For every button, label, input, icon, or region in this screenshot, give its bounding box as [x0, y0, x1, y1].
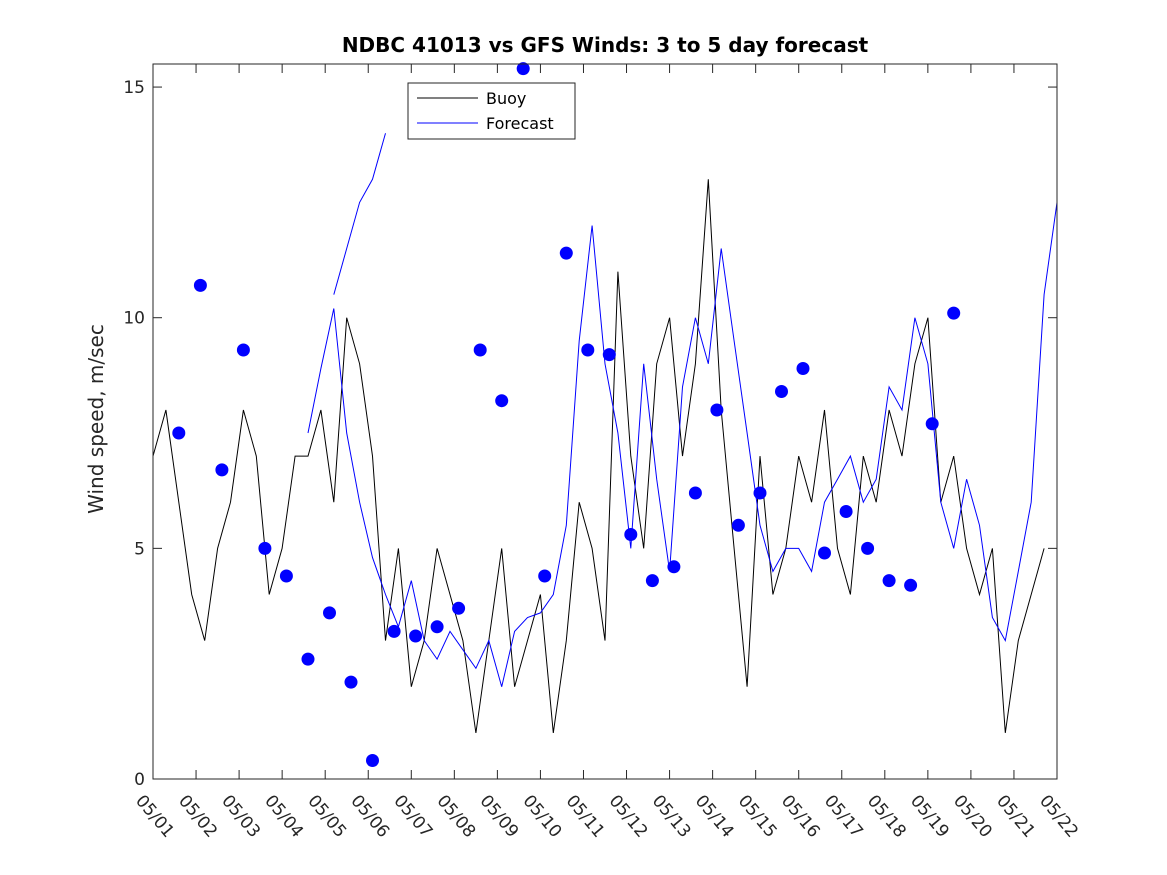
forecast-marker — [301, 652, 315, 666]
forecast-marker — [624, 528, 638, 541]
forecast-marker — [538, 569, 552, 583]
forecast-marker — [731, 518, 745, 532]
forecast-marker — [516, 62, 530, 76]
y-axis: 0 5 10 15 — [123, 78, 1057, 790]
forecast-marker — [796, 362, 810, 375]
forecast-marker — [236, 343, 250, 357]
forecast-marker — [430, 620, 444, 634]
forecast-marker — [861, 541, 875, 555]
forecast-marker — [409, 629, 423, 643]
y-tick-label: 10 — [123, 309, 145, 329]
forecast-marker — [688, 486, 702, 500]
plot-area — [152, 62, 1058, 780]
forecast-marker — [323, 606, 336, 620]
forecast-marker — [495, 394, 509, 408]
forecast-marker — [602, 348, 616, 362]
series-line-forecast-2 — [333, 133, 386, 295]
forecast-marker — [581, 343, 595, 357]
legend-box — [407, 82, 576, 140]
legend: Buoy Forecast — [407, 82, 576, 140]
forecast-marker — [258, 541, 272, 555]
series-line-buoy — [152, 179, 1045, 733]
forecast-marker — [193, 278, 207, 292]
legend-label-buoy: Buoy — [486, 89, 526, 108]
forecast-marker — [344, 675, 358, 689]
forecast-marker — [667, 560, 681, 574]
chart-title: NDBC 41013 vs GFS Winds: 3 to 5 day fore… — [342, 33, 869, 57]
forecast-marker — [839, 505, 853, 518]
forecast-marker — [559, 246, 573, 260]
y-tick-label: 15 — [123, 78, 145, 98]
legend-label-forecast: Forecast — [486, 114, 554, 133]
forecast-marker — [818, 546, 831, 560]
forecast-marker — [279, 569, 293, 583]
forecast-marker — [904, 578, 918, 592]
forecast-marker — [366, 754, 379, 767]
forecast-marker — [473, 343, 487, 357]
forecast-marker — [753, 486, 767, 500]
series-line-forecast-1 — [307, 202, 1058, 687]
y-axis-label: Wind speed, m/sec — [84, 324, 108, 514]
forecast-marker — [645, 574, 659, 588]
forecast-marker — [452, 601, 466, 615]
forecast-marker — [947, 306, 961, 320]
y-tick-label: 5 — [134, 539, 145, 559]
forecast-marker — [882, 574, 896, 588]
forecast-marker — [925, 417, 939, 431]
y-tick-label: 0 — [134, 770, 145, 790]
forecast-marker — [775, 385, 788, 398]
forecast-marker — [172, 426, 186, 440]
forecast-marker — [215, 463, 229, 477]
forecast-marker — [387, 624, 401, 638]
forecast-marker — [710, 403, 724, 417]
axes-frame — [152, 63, 1058, 780]
